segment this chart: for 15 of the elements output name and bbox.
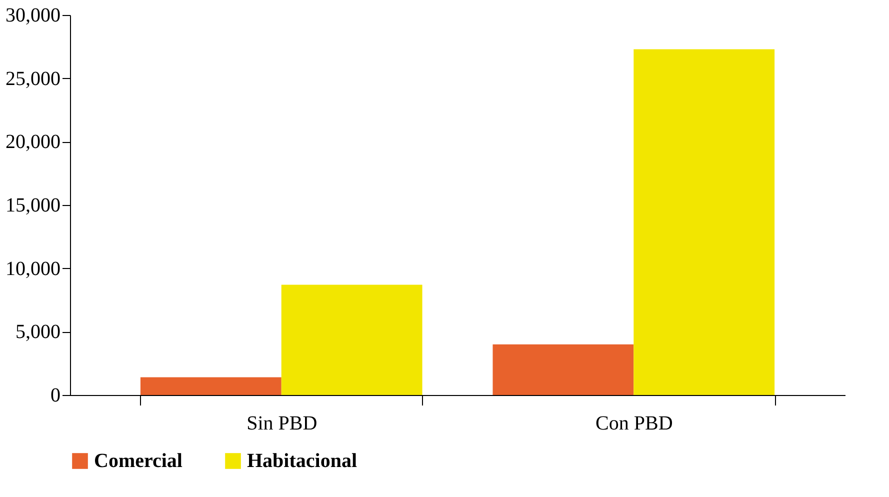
y-tick-label: 10,000 (6, 258, 60, 280)
y-tick-label: 20,000 (6, 131, 60, 154)
bar (140, 377, 282, 395)
x-tick-label: Con PBD (596, 412, 673, 434)
y-tick-label: 0 (50, 384, 60, 406)
bar (492, 344, 634, 395)
legend-label: Comercial (94, 450, 183, 472)
legend-label: Habitacional (247, 450, 358, 472)
y-tick-label: 25,000 (6, 68, 60, 90)
y-tick-label: 15,000 (6, 194, 60, 216)
y-tick-label: 30,000 (6, 4, 60, 26)
y-tick-label: 5,000 (16, 321, 60, 344)
bar (281, 284, 422, 395)
bar (634, 49, 775, 395)
x-tick-label: Sin PBD (246, 412, 318, 434)
